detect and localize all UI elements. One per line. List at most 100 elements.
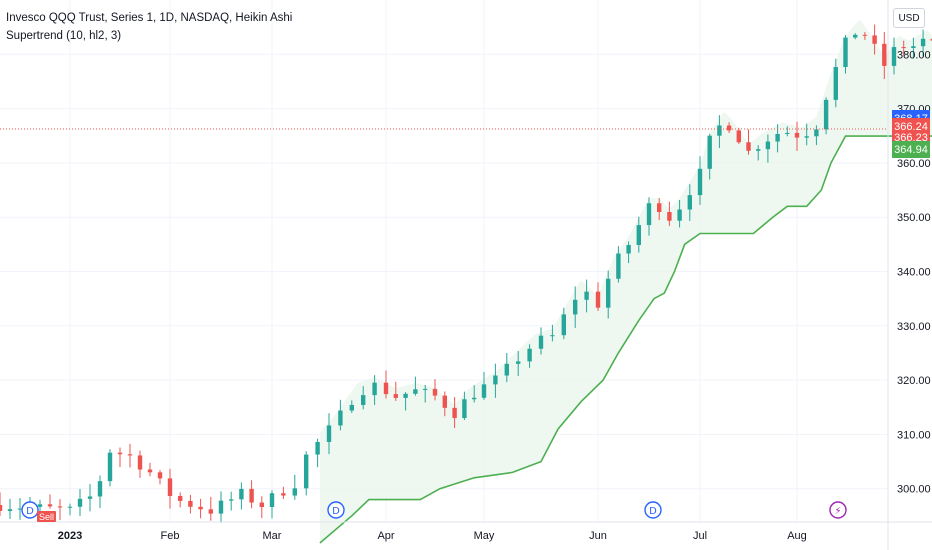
candle-body [269, 493, 275, 508]
candle-body [882, 43, 887, 66]
candle-body [97, 481, 103, 497]
price-tick-label: 360.00 [897, 158, 931, 170]
sell-signal-label: Sell [37, 511, 56, 522]
supertrend-fill-layer [319, 20, 932, 543]
candle-body [804, 136, 809, 138]
sell-label-text: Sell [39, 512, 54, 522]
candle-body [147, 469, 153, 473]
candle-body [930, 38, 932, 41]
candle-body [707, 135, 712, 169]
time-tick-label: Mar [263, 530, 282, 542]
candle-body [403, 393, 408, 398]
candle-body [167, 478, 173, 496]
marker-text: D [649, 506, 657, 517]
candle-body [862, 34, 868, 36]
candle-body [561, 314, 566, 336]
candle-body [208, 509, 213, 514]
candle-body [595, 291, 601, 308]
candle-body [765, 141, 771, 150]
candle-body [853, 34, 858, 38]
price-axis[interactable]: 300.00 310.00 320.00 330.00 340.00 350.00 360.… [887, 0, 931, 550]
candle-body [259, 502, 264, 508]
candle-body [872, 35, 877, 44]
dividend-marker[interactable]: D [21, 501, 39, 519]
price-tag-3: 364.94 [892, 141, 930, 159]
event-markers: D D D ⚡ Sell [21, 501, 847, 522]
candle-body [349, 404, 354, 411]
candle-body [326, 425, 332, 442]
candle-body [481, 384, 487, 398]
time-tick-label: 2023 [58, 530, 82, 542]
candle-body [452, 407, 457, 419]
candle-body [736, 130, 741, 143]
candle-body [57, 506, 63, 508]
chart-legend: Invesco QQQ Trust, Series 1, 1D, NASDAQ,… [6, 9, 292, 45]
time-tick-label: Jul [693, 530, 707, 542]
candle-body [229, 499, 234, 501]
candle-body [891, 47, 897, 66]
candle-body [657, 203, 662, 213]
candle-body [178, 495, 183, 501]
candle-body [823, 99, 829, 130]
candle-body [0, 504, 3, 511]
candle-body [911, 46, 916, 48]
currency-button[interactable]: USD [893, 8, 925, 28]
price-tick-label: 340.00 [897, 267, 931, 279]
candle-body [127, 454, 133, 456]
time-tick-label: Apr [377, 530, 394, 542]
candle-body [292, 488, 297, 496]
candle-body [785, 132, 790, 134]
candle-body [137, 455, 143, 470]
time-tick-label: May [474, 530, 495, 542]
candle-body [504, 363, 509, 376]
time-tick-label: Jun [589, 530, 607, 542]
candle-body [756, 149, 761, 151]
candle-body [361, 395, 366, 405]
candle-body [37, 504, 43, 507]
price-tick-label: 350.00 [897, 212, 931, 224]
candle-body [833, 67, 838, 100]
candle-body [462, 399, 467, 419]
candle-body [687, 195, 692, 210]
candle-body [188, 500, 193, 507]
candle-body [814, 129, 819, 137]
candle-body [157, 472, 163, 479]
candle-body [281, 493, 286, 496]
candle-body [697, 168, 703, 196]
price-tick-label: 330.00 [897, 321, 931, 333]
candle-body [901, 47, 906, 49]
candle-body [107, 452, 113, 482]
candle-body [527, 348, 532, 362]
candle-body [315, 441, 320, 455]
dividend-marker[interactable]: D [327, 501, 345, 519]
event-marker-icon[interactable]: ⚡ [829, 501, 847, 519]
candle-body [584, 291, 589, 300]
candle-body [843, 37, 848, 68]
candle-body [646, 203, 652, 226]
candle-body [717, 125, 722, 136]
candle-body [423, 388, 428, 390]
candle-body [7, 509, 13, 511]
candle-body [47, 504, 53, 507]
candle-body [413, 389, 418, 394]
indicator-title[interactable]: Supertrend (10, hl2, 3) [6, 30, 122, 42]
price-tick-label: 380.00 [897, 49, 931, 61]
candle-body [304, 454, 309, 489]
candle-body [606, 278, 611, 308]
candle-body [775, 133, 780, 142]
price-tick-label: 310.00 [897, 429, 931, 441]
candle-body [442, 395, 447, 408]
candles-layer [0, 24, 932, 523]
time-tick-label: Aug [787, 530, 807, 542]
symbol-title[interactable]: Invesco QQQ Trust, Series 1, 1D, NASDAQ,… [6, 12, 293, 24]
candle-body [338, 410, 343, 426]
time-axis[interactable]: 2023 Feb Mar Apr May Jun Jul Aug [0, 521, 932, 542]
time-tick-label: Feb [161, 530, 180, 542]
candle-body [87, 496, 93, 499]
dividend-marker[interactable]: D [644, 501, 662, 519]
marker-text: ⚡ [834, 506, 841, 517]
candle-body [516, 361, 521, 364]
candle-body [667, 212, 672, 221]
candle-body [249, 488, 254, 503]
